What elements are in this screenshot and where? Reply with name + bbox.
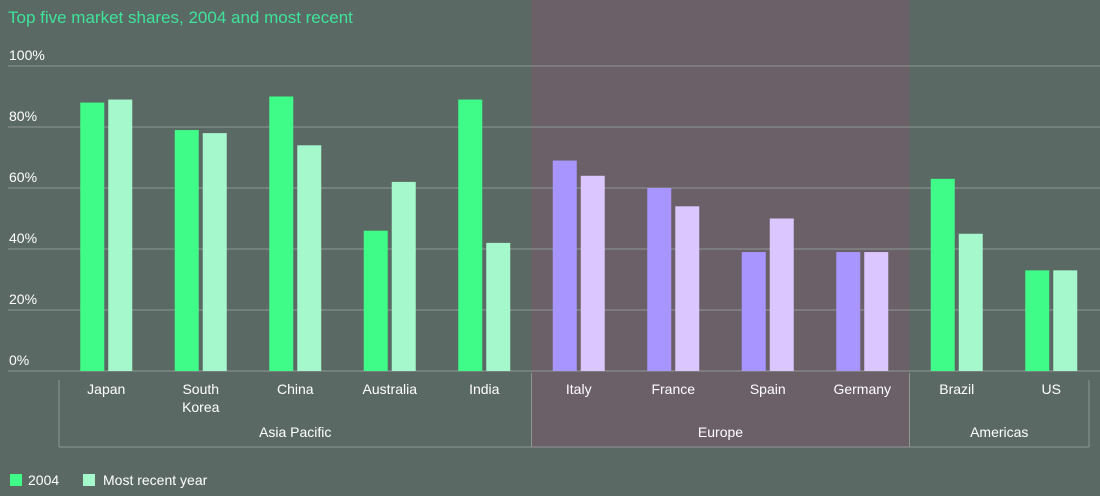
legend-label-recent: Most recent year [103, 472, 208, 488]
group-label-europe: Europe [698, 424, 743, 440]
x-tick-label-india: India [469, 381, 500, 397]
bars [80, 96, 1078, 372]
y-tick-label: 20% [9, 291, 37, 307]
x-tick-label-line: US [1042, 381, 1061, 397]
bar-china-2004 [269, 96, 294, 371]
bar-italy-2004 [552, 160, 577, 371]
gridlines: 0% 20% 40% 60% 80% 100% [8, 47, 1100, 372]
x-tick-label-line: Germany [833, 381, 891, 397]
bar-south-korea-recent [202, 133, 227, 371]
y-tick-label: 100% [9, 47, 45, 63]
bar-japan-2004 [80, 102, 105, 371]
legend-swatch-recent [83, 474, 95, 486]
bar-india-2004 [458, 99, 483, 372]
x-tick-label-line: Spain [750, 381, 786, 397]
bar-brazil-2004 [930, 178, 955, 371]
group-labels: Asia Pacific Europe Americas [58, 373, 1090, 448]
y-tick-label: 0% [9, 352, 29, 368]
group-label-asia-pacific: Asia Pacific [259, 424, 331, 440]
bar-australia-recent [391, 181, 416, 371]
x-tick-label-line: Brazil [939, 381, 974, 397]
x-tick-label-line: Australia [363, 381, 418, 397]
bar-brazil-recent [958, 233, 983, 371]
x-tick-label-australia: Australia [363, 381, 418, 397]
bar-germany-recent [864, 252, 889, 371]
x-tick-label-japan: Japan [87, 381, 125, 397]
x-tick-label-line: France [651, 381, 695, 397]
y-tick-label: 60% [9, 169, 37, 185]
group-label-americas: Americas [970, 424, 1028, 440]
bar-france-2004 [647, 188, 672, 371]
legend-swatch-2004 [10, 474, 22, 486]
bar-italy-recent [580, 175, 605, 371]
x-tick-label-spain: Spain [750, 381, 786, 397]
x-tick-label-line: Korea [182, 399, 220, 415]
legend: 2004 Most recent year [10, 472, 208, 488]
x-tick-label-china: China [277, 381, 314, 397]
bar-germany-2004 [836, 252, 861, 371]
x-tick-label-line: South [182, 381, 219, 397]
bar-china-recent [297, 145, 322, 371]
x-tick-label-line: Japan [87, 381, 125, 397]
x-tick-label-us: US [1042, 381, 1061, 397]
bar-india-recent [486, 242, 511, 371]
chart-title: Top five market shares, 2004 and most re… [8, 8, 353, 27]
y-tick-label: 80% [9, 108, 37, 124]
bar-us-recent [1053, 270, 1078, 371]
x-tick-label-italy: Italy [566, 381, 592, 397]
bar-spain-2004 [741, 252, 766, 371]
bar-france-recent [675, 206, 700, 371]
bar-spain-recent [769, 218, 794, 371]
bar-australia-2004 [363, 230, 388, 371]
legend-label-2004: 2004 [28, 472, 59, 488]
x-tick-label-france: France [651, 381, 695, 397]
x-tick-label-line: Italy [566, 381, 592, 397]
y-tick-label: 40% [9, 230, 37, 246]
x-tick-label-brazil: Brazil [939, 381, 974, 397]
x-tick-label-line: India [469, 381, 500, 397]
x-tick-label-line: China [277, 381, 314, 397]
bar-south-korea-2004 [174, 130, 199, 371]
bar-japan-recent [108, 99, 133, 372]
x-axis-labels: Japan South Korea China Australia India Italy F… [87, 381, 1061, 415]
x-tick-label-germany: Germany [833, 381, 891, 397]
bar-us-2004 [1025, 270, 1050, 371]
x-tick-label-south-korea: South Korea [182, 381, 220, 415]
